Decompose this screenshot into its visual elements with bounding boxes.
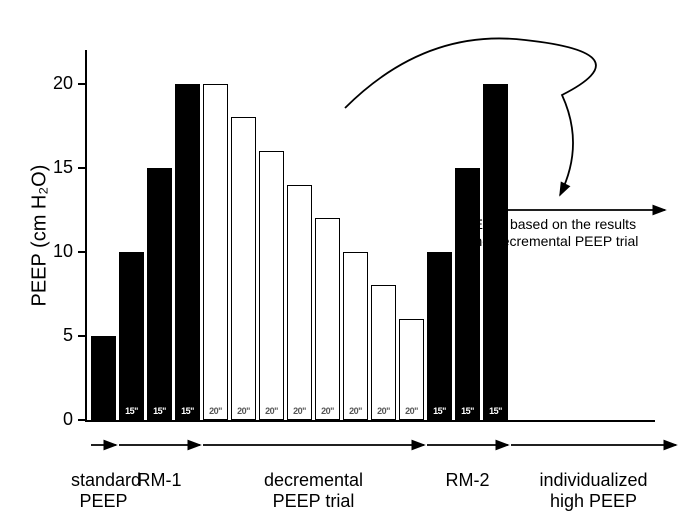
peep-chart: PEEP (cm H₂O) 05101520 15"15"15"20"20"20… xyxy=(0,0,685,523)
note-arrow xyxy=(0,0,685,523)
note-text-line1: PEEP is based on the results xyxy=(455,216,636,232)
note-text-line2: of the decremental PEEP trial xyxy=(455,233,638,249)
note-text: PEEP is based on the results of the decr… xyxy=(455,216,665,250)
